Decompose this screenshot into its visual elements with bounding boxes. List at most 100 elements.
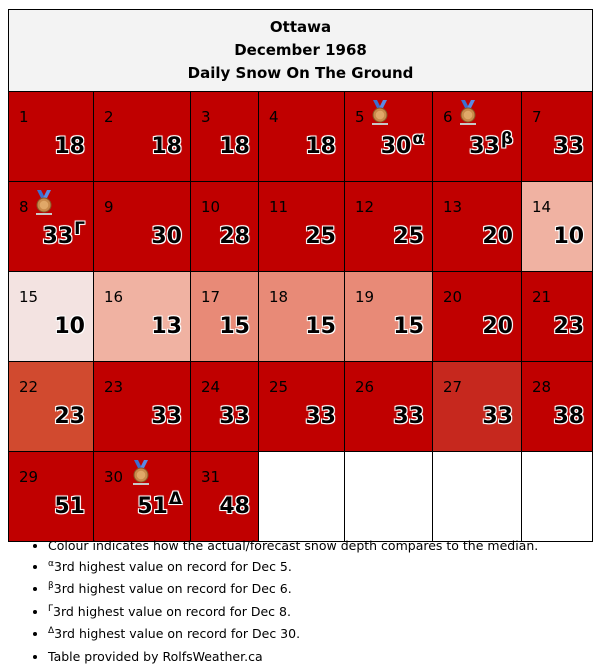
snow-depth-value: 30 <box>151 224 182 249</box>
day-cell: 23 33 <box>93 361 191 452</box>
day-cell: 30 51Δ <box>93 451 191 542</box>
footnote-text: 3rd highest value on record for Dec 30. <box>54 626 301 642</box>
snow-depth-number: 48 <box>219 494 250 519</box>
day-number: 23 <box>104 378 124 396</box>
snow-depth-number: 15 <box>393 314 424 339</box>
day-number: 22 <box>19 378 39 396</box>
snow-depth-number: 33 <box>151 404 182 429</box>
day-number: 24 <box>201 378 221 396</box>
snow-depth-number: 33 <box>553 134 585 159</box>
day-number: 30 <box>104 468 124 486</box>
record-footnote-marker: α <box>412 129 424 149</box>
footnote-text: 3rd highest value on record for Dec 5. <box>53 558 292 574</box>
bronze-medal-icon <box>133 460 149 485</box>
snow-depth-number: 15 <box>219 314 250 339</box>
calendar-subtitle: Daily Snow On The Ground <box>187 64 414 82</box>
day-number: 10 <box>201 198 221 216</box>
snow-depth-number: 20 <box>482 224 513 249</box>
calendar-week-row: 1 18 2 18 3 18 4 18 5 30α 6 33β 7 33 <box>8 91 594 182</box>
day-number: 16 <box>104 288 124 306</box>
footnote-item: Colour indicates how the actual/forecast… <box>48 536 538 557</box>
calendar-grid: 1 18 2 18 3 18 4 18 5 30α 6 33β 7 33 8 33Γ 9 30 10 28 11 25 12… <box>8 91 594 542</box>
snow-depth-value: 18 <box>54 134 85 159</box>
record-footnote-marker: Γ <box>74 219 85 239</box>
day-number: 1 <box>19 108 29 126</box>
snow-depth-value: 25 <box>305 224 336 249</box>
calendar-week-row: 15 10 16 13 17 15 18 15 19 15 20 20 21 23 <box>8 271 594 362</box>
snow-depth-value: 48 <box>219 494 250 519</box>
snow-depth-number: 33 <box>393 404 424 429</box>
snow-calendar: Ottawa December 1968 Daily Snow On The G… <box>7 9 594 542</box>
day-number: 6 <box>443 108 453 126</box>
bronze-medal-icon <box>372 100 388 125</box>
day-cell: 14 10 <box>520 181 594 272</box>
day-number: 21 <box>532 288 552 306</box>
snow-depth-value: 28 <box>219 224 250 249</box>
bronze-medal-icon <box>36 190 52 215</box>
snow-depth-number: 30 <box>380 134 412 159</box>
day-cell: 3 18 <box>190 91 259 182</box>
snow-depth-value: 33Γ <box>43 219 85 249</box>
footnote-marker: Γ <box>48 603 54 614</box>
snow-depth-value: 33 <box>151 404 182 429</box>
day-number: 26 <box>355 378 375 396</box>
snow-depth-value: 15 <box>305 314 336 339</box>
day-cell: 16 13 <box>93 271 191 362</box>
day-number: 20 <box>443 288 463 306</box>
day-number: 3 <box>201 108 211 126</box>
snow-depth-value: 10 <box>54 314 85 339</box>
snow-depth-value: 33 <box>553 134 584 159</box>
day-cell: 6 33β <box>432 91 522 182</box>
snow-depth-value: 23 <box>54 404 85 429</box>
footnote-item: β3rd highest value on record for Dec 6. <box>48 579 538 602</box>
day-cell: 31 48 <box>190 451 259 542</box>
day-cell: 4 18 <box>258 91 345 182</box>
day-number: 31 <box>201 468 221 486</box>
day-number: 25 <box>269 378 289 396</box>
snow-depth-number: 33 <box>482 404 513 429</box>
empty-cell <box>520 451 594 542</box>
footnote-text: Colour indicates how the actual/forecast… <box>48 538 539 553</box>
snow-depth-number: 28 <box>219 224 250 249</box>
snow-depth-number: 30 <box>151 224 182 249</box>
snow-depth-value: 18 <box>219 134 250 159</box>
record-footnote-marker: Δ <box>168 489 182 509</box>
snow-depth-number: 10 <box>553 224 585 249</box>
calendar-header: Ottawa December 1968 Daily Snow On The G… <box>7 9 594 92</box>
snow-depth-value: 20 <box>482 224 513 249</box>
snow-depth-number: 13 <box>151 314 182 339</box>
day-cell: 9 30 <box>93 181 191 272</box>
footnote-item: Γ3rd highest value on record for Dec 8. <box>48 602 538 625</box>
snow-depth-value: 30α <box>380 129 424 159</box>
day-number: 18 <box>269 288 289 306</box>
day-cell: 18 15 <box>258 271 345 362</box>
day-cell: 21 23 <box>520 271 594 362</box>
snow-depth-number: 25 <box>305 224 336 249</box>
snow-depth-number: 33 <box>219 404 250 429</box>
day-number: 12 <box>355 198 375 216</box>
snow-depth-value: 33 <box>219 404 250 429</box>
day-cell: 22 23 <box>8 361 94 452</box>
snow-depth-number: 51 <box>54 494 85 519</box>
day-number: 11 <box>269 198 289 216</box>
day-number: 29 <box>19 468 39 486</box>
empty-cell <box>258 451 345 542</box>
day-number: 2 <box>104 108 114 126</box>
snow-depth-number: 38 <box>553 404 585 429</box>
footnote-text: 3rd highest value on record for Dec 8. <box>53 603 291 619</box>
snow-depth-number: 18 <box>151 134 182 159</box>
day-number: 7 <box>532 108 542 126</box>
snow-depth-value: 51 <box>54 494 85 519</box>
day-cell: 12 25 <box>344 181 433 272</box>
snow-depth-value: 33β <box>469 129 513 159</box>
day-cell: 20 20 <box>432 271 522 362</box>
day-cell: 10 28 <box>190 181 259 272</box>
day-cell: 13 20 <box>432 181 522 272</box>
snow-depth-value: 18 <box>151 134 182 159</box>
day-cell: 5 30α <box>344 91 433 182</box>
empty-cell <box>432 451 522 542</box>
day-cell: 11 25 <box>258 181 345 272</box>
snow-depth-number: 23 <box>54 404 85 429</box>
snow-depth-value: 15 <box>393 314 424 339</box>
footnote-marker: Δ <box>48 626 55 637</box>
